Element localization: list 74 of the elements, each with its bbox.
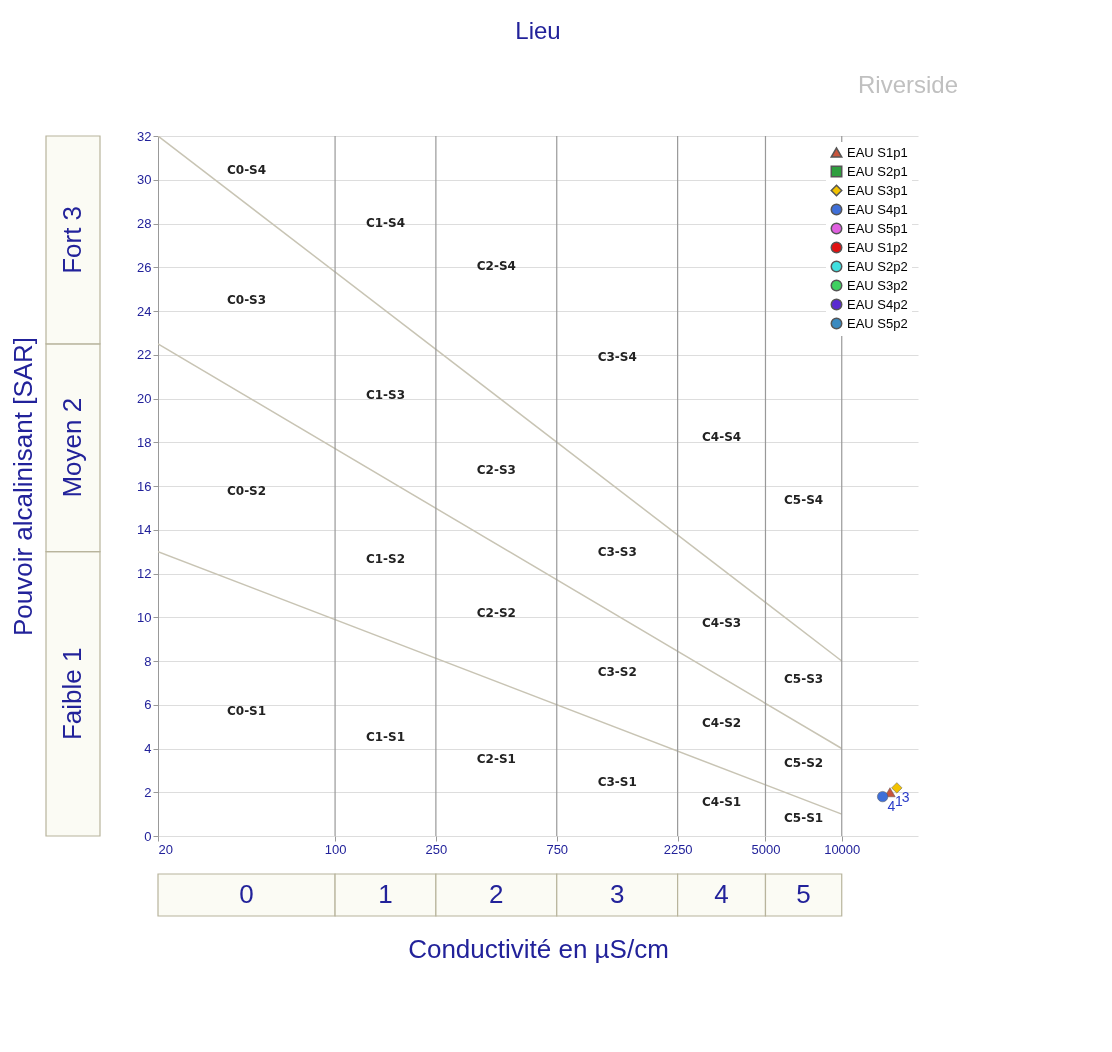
annotation: C1-S3 [365, 387, 406, 402]
annotation: C0-S1 [226, 703, 267, 718]
text: Fort 3 [57, 205, 87, 274]
annotation: C1-S1 [365, 730, 406, 745]
legend-label: EAU S1p1 [847, 144, 908, 160]
x-tick-label: 5000 [751, 841, 781, 857]
legend-label: EAU S4p2 [847, 296, 908, 312]
text: 0 [239, 879, 254, 909]
x-tick-label: 100 [324, 841, 347, 857]
y-tick-label: 0 [144, 828, 152, 844]
y-tick-label: 2 [144, 784, 152, 800]
annotation: C2-S1 [476, 751, 516, 766]
x-axis-title: Conductivité en µS/cm [408, 933, 669, 964]
text: 2 [489, 879, 504, 909]
annotation: C5-S4 [784, 493, 824, 508]
annotation: 4 [887, 797, 896, 814]
x-tick-label: 2250 [663, 841, 693, 857]
legend-label: EAU S3p2 [847, 277, 908, 293]
y-tick-label: 24 [137, 303, 152, 319]
y-tick-label: 8 [144, 653, 152, 669]
annotation: C1-S2 [365, 551, 406, 566]
text: Moyen 2 [57, 397, 87, 498]
y-tick-label: 20 [137, 391, 152, 406]
x-tick-label: 250 [425, 841, 448, 857]
annotation: C4-S1 [701, 794, 742, 809]
x-tick-label: 750 [546, 841, 569, 857]
text: Faible 1 [57, 647, 87, 741]
y-axis-title: Pouvoir alcalinisant [SAR] [8, 336, 39, 637]
y-tick-label: 32 [137, 128, 152, 144]
x-tick-label: 10000 [824, 841, 861, 857]
legend-label: EAU S3p1 [847, 182, 908, 198]
y-tick-label: 10 [137, 609, 152, 625]
x-tick-label: 20 [158, 841, 173, 857]
y-tick-label: 30 [137, 172, 152, 188]
text: 5 [796, 879, 811, 909]
legend-label: EAU S1p2 [847, 239, 908, 255]
chart-title: Lieu [515, 17, 561, 44]
y-tick-label: 12 [137, 566, 152, 581]
annotation: C0-S2 [226, 483, 267, 498]
y-tick-label: 28 [137, 216, 152, 231]
annotation: C3-S4 [597, 350, 637, 365]
legend-label: EAU S4p1 [847, 201, 908, 217]
y-tick-label: 18 [137, 434, 152, 450]
text: 1 [378, 879, 393, 909]
annotation: C4-S3 [701, 616, 742, 631]
legend-label: EAU S2p1 [847, 163, 908, 179]
annotation: C4-S4 [701, 430, 742, 445]
annotation: C4-S2 [701, 715, 742, 730]
legend-label: EAU S5p2 [847, 315, 908, 331]
legend-label: EAU S2p2 [847, 258, 908, 274]
annotation: 3 [901, 788, 910, 805]
legend-label: EAU S5p1 [847, 220, 908, 236]
annotation: C3-S1 [597, 774, 637, 789]
annotation: C5-S2 [784, 755, 824, 770]
annotation: C3-S2 [597, 664, 637, 679]
annotation: C3-S3 [597, 545, 637, 560]
text: 3 [609, 879, 625, 909]
annotation: C0-S3 [226, 293, 267, 308]
y-tick-label: 26 [137, 259, 152, 275]
annotation: C1-S4 [365, 216, 406, 231]
annotation: C5-S1 [784, 810, 824, 825]
y-tick-label: 14 [137, 522, 152, 538]
annotation: C5-S3 [784, 671, 824, 686]
annotation: C2-S4 [476, 258, 516, 273]
annotation: 1 [894, 793, 903, 810]
annotation: C2-S3 [476, 462, 516, 477]
annotation: C2-S2 [476, 605, 516, 620]
y-tick-label: 4 [144, 741, 152, 756]
text: Riverside [857, 71, 958, 98]
y-tick-label: 6 [144, 697, 152, 713]
y-tick-label: 16 [137, 478, 152, 494]
text: 4 [714, 879, 729, 909]
y-tick-label: 22 [137, 347, 152, 363]
annotation: C0-S4 [226, 162, 267, 177]
